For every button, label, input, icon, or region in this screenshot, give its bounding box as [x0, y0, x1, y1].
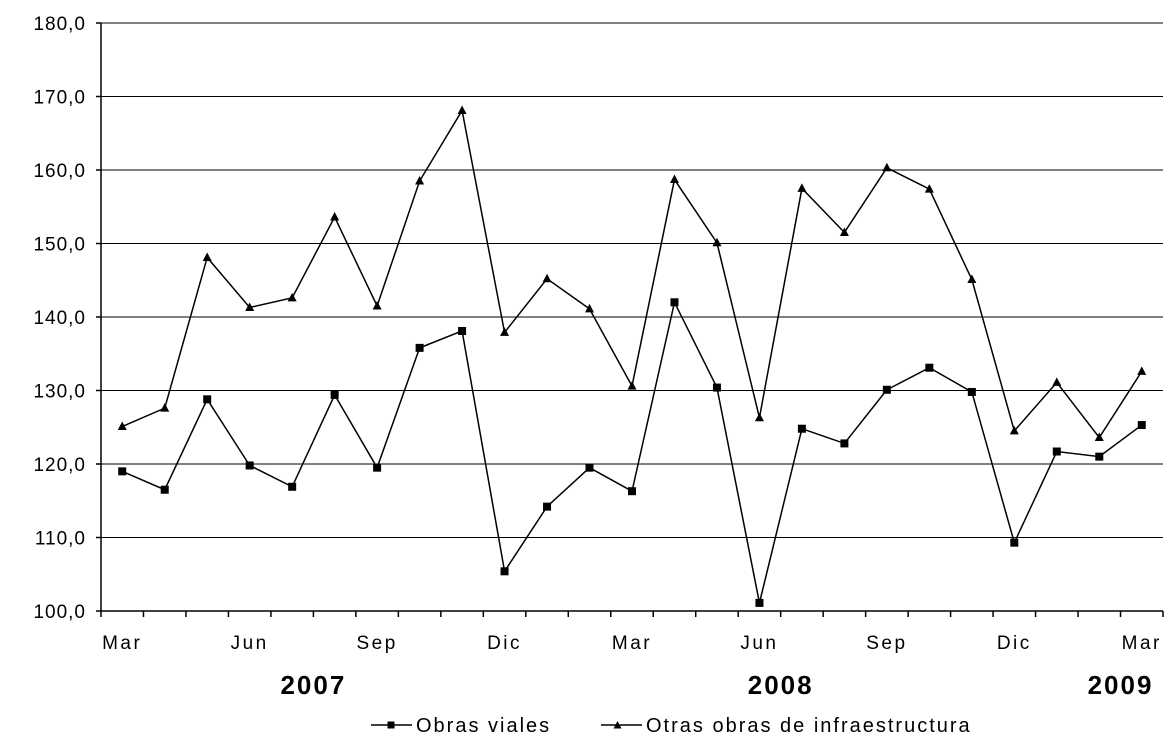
data-point [287, 292, 297, 302]
year-label: 2009 [1088, 670, 1154, 700]
y-tick-label: 150,0 [33, 235, 86, 256]
data-point [924, 184, 934, 193]
data-point [797, 424, 806, 433]
data-point [245, 461, 254, 470]
data-point [202, 252, 212, 261]
x-tick-label: Dic [487, 633, 522, 654]
data-point [1052, 447, 1061, 456]
legend-item-obras-viales: Obras viales [371, 715, 551, 737]
y-tick-label: 130,0 [33, 382, 86, 403]
x-axis-labels: Mar Jun Sep Dic Mar Jun Sep Dic Mar [102, 633, 1162, 654]
x-tick-label: Sep [356, 633, 397, 654]
x-tick-label: Mar [102, 633, 142, 654]
x-tick-label: Mar [1122, 633, 1162, 654]
series-group [117, 105, 1147, 607]
data-point [415, 343, 424, 352]
y-tick-label: 120,0 [33, 455, 86, 476]
y-tick-label: 180,0 [33, 14, 86, 35]
data-point [160, 485, 169, 494]
legend-label-obras-viales: Obras viales [416, 715, 551, 737]
data-point [882, 385, 891, 394]
data-point [117, 421, 127, 431]
legend-marker-triangle [613, 721, 622, 729]
data-point [754, 412, 764, 422]
data-point [967, 387, 976, 396]
x-axis-ticks [100, 611, 1164, 617]
data-point [839, 227, 849, 236]
data-point [797, 183, 807, 192]
data-point [1052, 377, 1062, 386]
data-point [373, 463, 382, 472]
legend-marker-square [387, 721, 395, 729]
x-tick-label: Mar [612, 633, 652, 654]
legend: Obras viales Otras obras de infraestruct… [371, 715, 972, 737]
data-point [458, 326, 467, 335]
data-point [670, 298, 679, 307]
data-point [925, 363, 934, 372]
y-tick-label: 170,0 [33, 88, 86, 109]
data-point [967, 274, 977, 284]
gridlines [101, 22, 1163, 538]
data-point [330, 212, 340, 221]
data-point [1010, 538, 1019, 547]
x-tick-label: Dic [997, 633, 1032, 654]
data-point [288, 482, 297, 491]
year-label: 2007 [280, 670, 346, 700]
data-point [330, 390, 339, 399]
y-tick-label: 160,0 [33, 161, 86, 182]
year-labels: 2007 2008 2009 [280, 670, 1154, 700]
data-point [669, 174, 679, 184]
data-point [1095, 452, 1104, 461]
data-point [712, 383, 721, 392]
y-axis-ticks: 100,0 110,0 120,0 130,0 140,0 150,0 160,0 170,0… [33, 14, 101, 623]
year-label: 2008 [748, 670, 814, 700]
data-point [500, 327, 510, 336]
data-point [755, 598, 764, 607]
axes [100, 23, 1163, 612]
data-point [628, 487, 636, 496]
data-point [245, 302, 255, 311]
data-point [585, 463, 594, 472]
legend-label-otras-obras: Otras obras de infraestructura [646, 715, 972, 737]
series-line-obras-viales [121, 300, 1143, 604]
data-point [118, 467, 127, 476]
data-point [840, 439, 849, 448]
data-point [203, 395, 212, 404]
x-tick-label: Jun [231, 633, 269, 654]
x-tick-label: Jun [740, 633, 778, 654]
series-obras-viales [118, 298, 1146, 607]
data-point [160, 403, 170, 412]
data-point [585, 303, 595, 313]
legend-item-otras-obras: Otras obras de infraestructura [601, 715, 972, 737]
data-point [627, 381, 637, 390]
y-tick-label: 110,0 [35, 529, 86, 550]
series-otras-obras [117, 105, 1147, 442]
data-point [543, 502, 552, 511]
data-point [457, 105, 467, 114]
data-point [500, 567, 509, 576]
data-point [415, 176, 425, 185]
data-point [1137, 366, 1147, 375]
data-point [882, 162, 892, 172]
data-point [1094, 432, 1104, 442]
data-point [372, 300, 382, 310]
y-tick-label: 140,0 [33, 308, 86, 329]
data-point [1137, 421, 1146, 430]
data-point [712, 237, 722, 247]
data-point [1009, 425, 1019, 435]
y-tick-label: 100,0 [33, 602, 86, 623]
x-tick-label: Sep [866, 633, 907, 654]
data-point [542, 273, 552, 283]
